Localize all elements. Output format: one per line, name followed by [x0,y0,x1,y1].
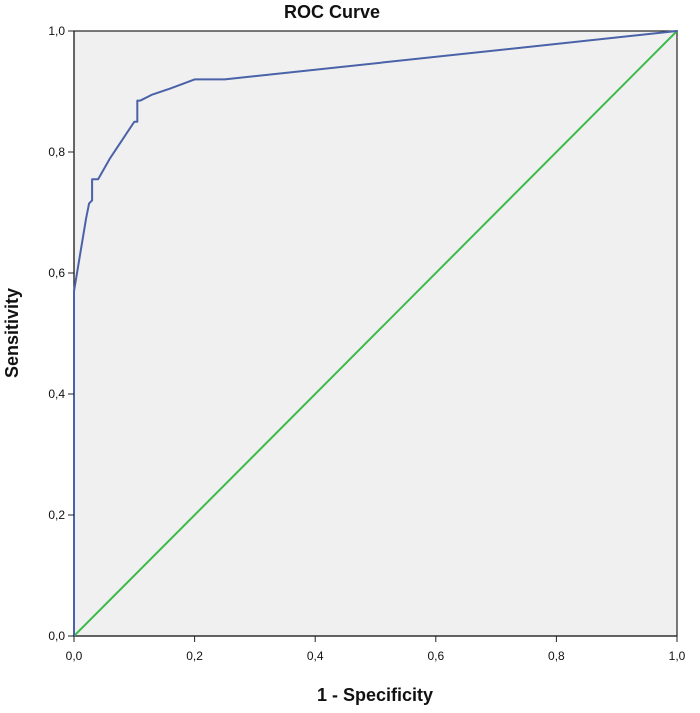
y-tick-label: 0,8 [48,145,65,159]
x-ticks: 0,0 0,2 0,4 0,6 0,8 1,0 [66,636,686,663]
x-axis-title: 1 - Specificity [317,685,433,705]
chart-title: ROC Curve [284,2,380,22]
x-tick-label: 0,0 [66,649,83,663]
y-tick-label: 0,2 [48,508,65,522]
series-layer [73,30,678,637]
x-tick-label: 0,6 [427,649,444,663]
reference-line [73,30,678,637]
y-ticks: 0,0 0,2 0,4 0,6 0,8 1,0 [48,24,74,643]
x-tick-label: 0,2 [186,649,203,663]
y-tick-label: 0,4 [48,387,65,401]
y-tick-label: 1,0 [48,24,65,38]
y-axis-title: Sensitivity [2,288,22,378]
y-tick-label: 0,6 [48,266,65,280]
roc-line [73,30,678,637]
x-tick-label: 0,8 [548,649,565,663]
x-tick-label: 1,0 [669,649,686,663]
y-tick-label: 0,0 [48,629,65,643]
x-tick-label: 0,4 [307,649,324,663]
